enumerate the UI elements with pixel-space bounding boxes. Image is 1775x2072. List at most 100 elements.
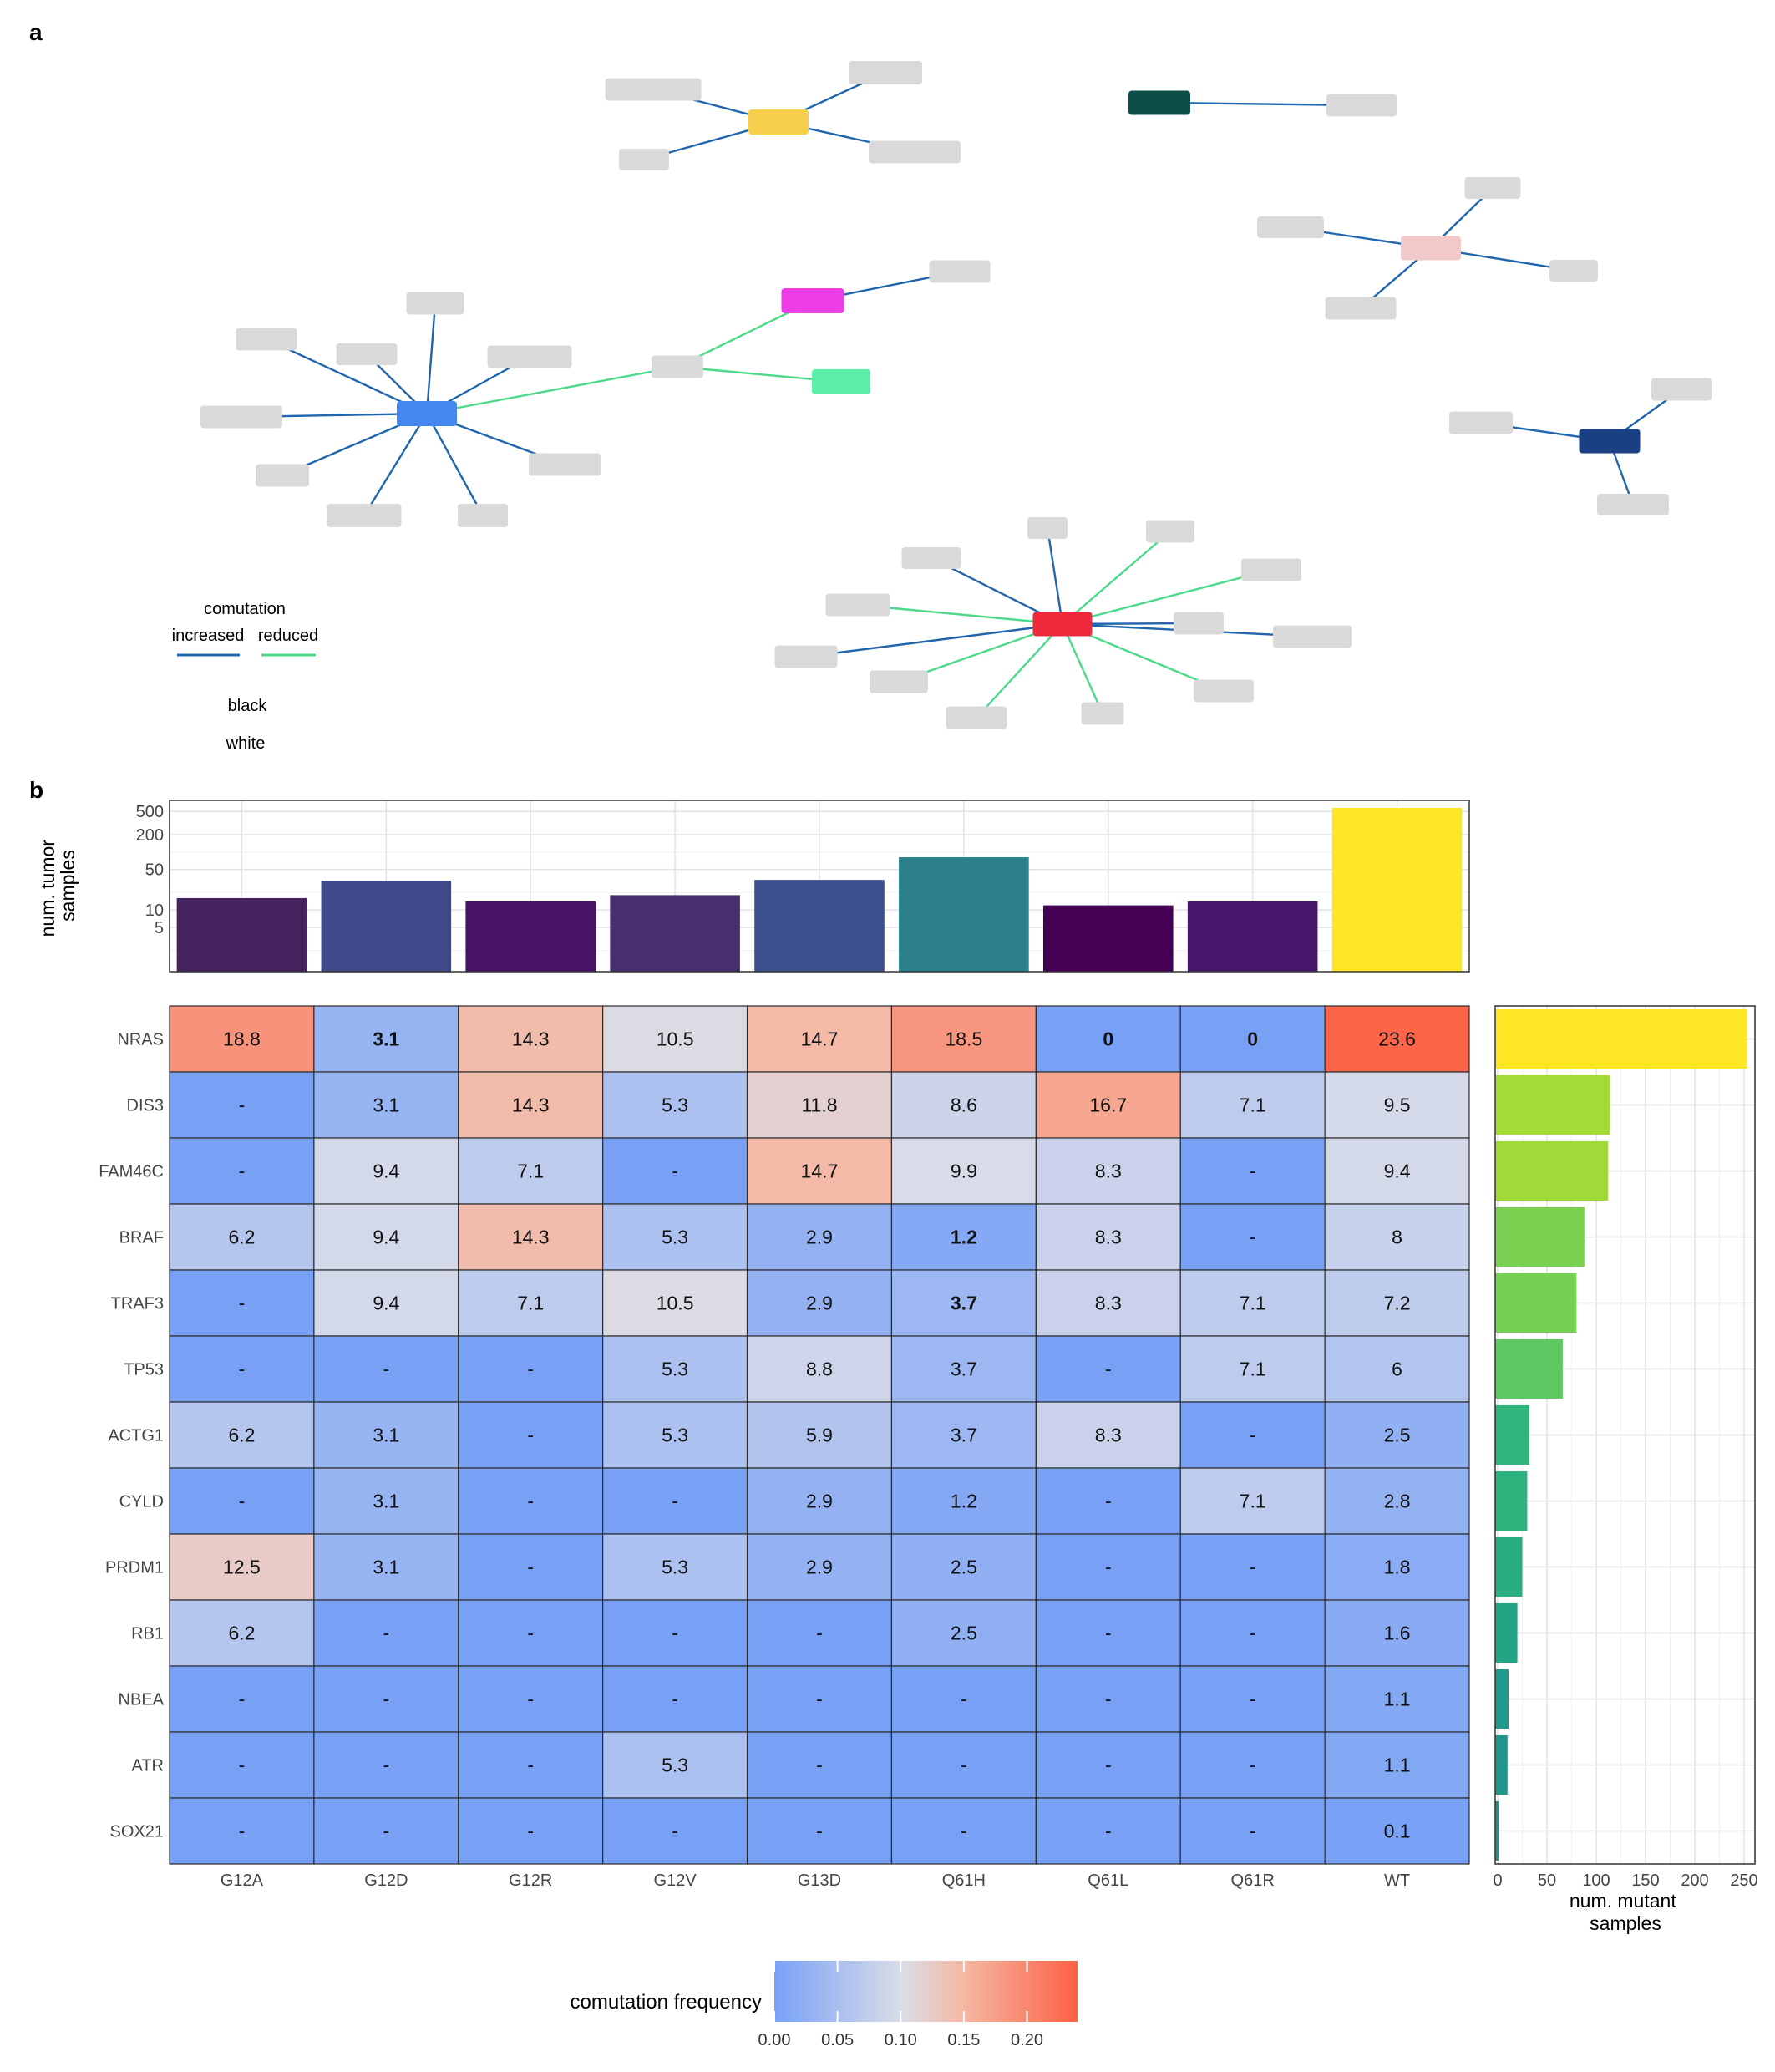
- heatmap-cell-value: -: [1250, 1821, 1256, 1842]
- mutant-bar-TP53: [1495, 1338, 1563, 1399]
- mutant-bar-NBEA: [1495, 1668, 1509, 1729]
- heatmap-row-label: NBEA: [119, 1691, 165, 1709]
- network-gene-node: [1326, 94, 1397, 117]
- heatmap-cell-value: -: [961, 1821, 967, 1842]
- heatmap-column-label: G13D: [798, 1871, 841, 1890]
- heatmap-cell-value: -: [1105, 1755, 1112, 1776]
- mutant-bar-RB1: [1495, 1602, 1518, 1663]
- tumor-ytick-label: 5: [155, 919, 164, 937]
- heatmap-cell-value: 7.2: [1384, 1292, 1411, 1314]
- heatmap-cell-value: 0.1: [1384, 1821, 1411, 1842]
- legend-title: comutation: [204, 600, 286, 618]
- heatmap-cell: [746, 1269, 893, 1337]
- heatmap-row-label: SOX21: [110, 1823, 164, 1841]
- heatmap-cell: [890, 1401, 1037, 1469]
- heatmap-cell: [602, 1269, 748, 1337]
- mutant-xtick-label: 50: [1538, 1871, 1556, 1890]
- tumor-plot-ylabel: num. tumor samples: [37, 835, 79, 937]
- heatmap-row-label: DIS3: [127, 1097, 164, 1115]
- heatmap-cell: [1179, 1731, 1326, 1799]
- tumor-bar-G12D: [321, 881, 452, 972]
- heatmap-cell: [1179, 1203, 1326, 1271]
- network-gene-node: [1464, 177, 1521, 199]
- network-gene-node: [1241, 558, 1301, 581]
- heatmap-cell-value: 0: [1103, 1028, 1113, 1050]
- network-hub-node: [748, 109, 809, 135]
- heatmap-cell-value: 18.5: [946, 1028, 983, 1050]
- heatmap-cell-value: 9.4: [1384, 1160, 1411, 1182]
- network-gene-node: [929, 260, 991, 283]
- network-gene-node: [849, 61, 922, 84]
- heatmap-cell: [169, 1731, 315, 1799]
- heatmap-cell-value: 3.7: [951, 1424, 977, 1446]
- mutant-bar-BRAF: [1495, 1206, 1585, 1267]
- heatmap-cell: [890, 1467, 1037, 1535]
- network-hub-node: [1032, 612, 1093, 637]
- heatmap-cell: [1179, 1533, 1326, 1601]
- heatmap-cell: [602, 1731, 748, 1799]
- tumor-ytick-label: 50: [145, 861, 164, 880]
- heatmap-cell-value: 7.1: [1240, 1094, 1266, 1116]
- heatmap-cell: [458, 1797, 604, 1865]
- heatmap-cell: [602, 1137, 748, 1205]
- tumor-bar-WT: [1331, 808, 1463, 972]
- network-edge: [976, 623, 1063, 719]
- heatmap-cell-value: 8.3: [1095, 1160, 1122, 1182]
- heatmap-cell-value: -: [383, 1689, 389, 1710]
- network-edge: [1046, 527, 1064, 625]
- network-gene-node: [236, 328, 297, 351]
- heatmap-cell-value: 10.5: [657, 1292, 694, 1314]
- heatmap-cell: [746, 1335, 893, 1403]
- heatmap-cell: [1324, 1731, 1470, 1799]
- heatmap-cell-value: 23.6: [1378, 1028, 1416, 1050]
- heatmap-cell-value: 6.2: [228, 1623, 255, 1644]
- mutant-plot-border: [1494, 1005, 1756, 1865]
- heatmap-cell-value: 1.2: [951, 1226, 977, 1248]
- heatmap-cell-value: 5.3: [662, 1226, 688, 1248]
- heatmap-row-label: ACTG1: [108, 1427, 164, 1445]
- heatmap-cell-value: 2.9: [806, 1292, 833, 1314]
- heatmap-cell-value: -: [1105, 1689, 1112, 1710]
- tumor-bar-G12A: [176, 897, 307, 972]
- heatmap-cell: [602, 1071, 748, 1139]
- network-gene-node: [327, 504, 402, 527]
- heatmap-cell: [746, 1797, 893, 1865]
- legend-increased-label: increased: [172, 627, 245, 645]
- heatmap-cell-value: 2.9: [806, 1557, 833, 1578]
- heatmap-cell-value: 5.3: [662, 1557, 688, 1578]
- network-gene-node: [825, 593, 890, 617]
- network-gene-node: [1325, 297, 1397, 320]
- heatmap-cell-value: -: [527, 1358, 534, 1380]
- heatmap-cell-value: -: [239, 1755, 246, 1776]
- heatmap-cell: [1324, 1269, 1470, 1337]
- heatmap-cell-value: -: [383, 1358, 389, 1380]
- heatmap-cell-value: 6.2: [228, 1226, 255, 1248]
- network-gene-node: [1549, 260, 1598, 282]
- heatmap-cell-value: 5.9: [806, 1424, 833, 1446]
- heatmap-cell-value: 8: [1392, 1226, 1402, 1248]
- network-gene-node: [200, 405, 282, 429]
- tumor-bar-Q61R: [1187, 901, 1318, 972]
- heatmap-cell-value: 7.1: [517, 1292, 544, 1314]
- mutant-plot-xlabel-line1: num. mutant: [1570, 1890, 1676, 1912]
- heatmap-column-label: G12R: [509, 1871, 552, 1890]
- network-gene-node: [652, 355, 703, 378]
- network-hub-node: [1579, 429, 1641, 454]
- heatmap-cell: [169, 1401, 315, 1469]
- heatmap-cell: [890, 1005, 1037, 1073]
- heatmap-cell: [313, 1467, 459, 1535]
- heatmap-cell: [746, 1071, 893, 1139]
- heatmap-cell: [1179, 1137, 1326, 1205]
- network-hub-node: [1401, 236, 1461, 261]
- network-gene-node: [1597, 494, 1669, 515]
- heatmap-cell-value: -: [527, 1821, 534, 1842]
- colorbar-gradient: [774, 1961, 1078, 2022]
- heatmap-cell: [746, 1203, 893, 1271]
- heatmap-cell-value: -: [239, 1094, 246, 1116]
- network-gene-node: [901, 547, 961, 569]
- network-gene-node: [870, 670, 928, 693]
- heatmap-cell: [169, 1599, 315, 1667]
- heatmap-cell: [1035, 1401, 1181, 1469]
- heatmap-cell-value: 1.8: [1384, 1557, 1411, 1578]
- heatmap-cell-value: -: [239, 1821, 246, 1842]
